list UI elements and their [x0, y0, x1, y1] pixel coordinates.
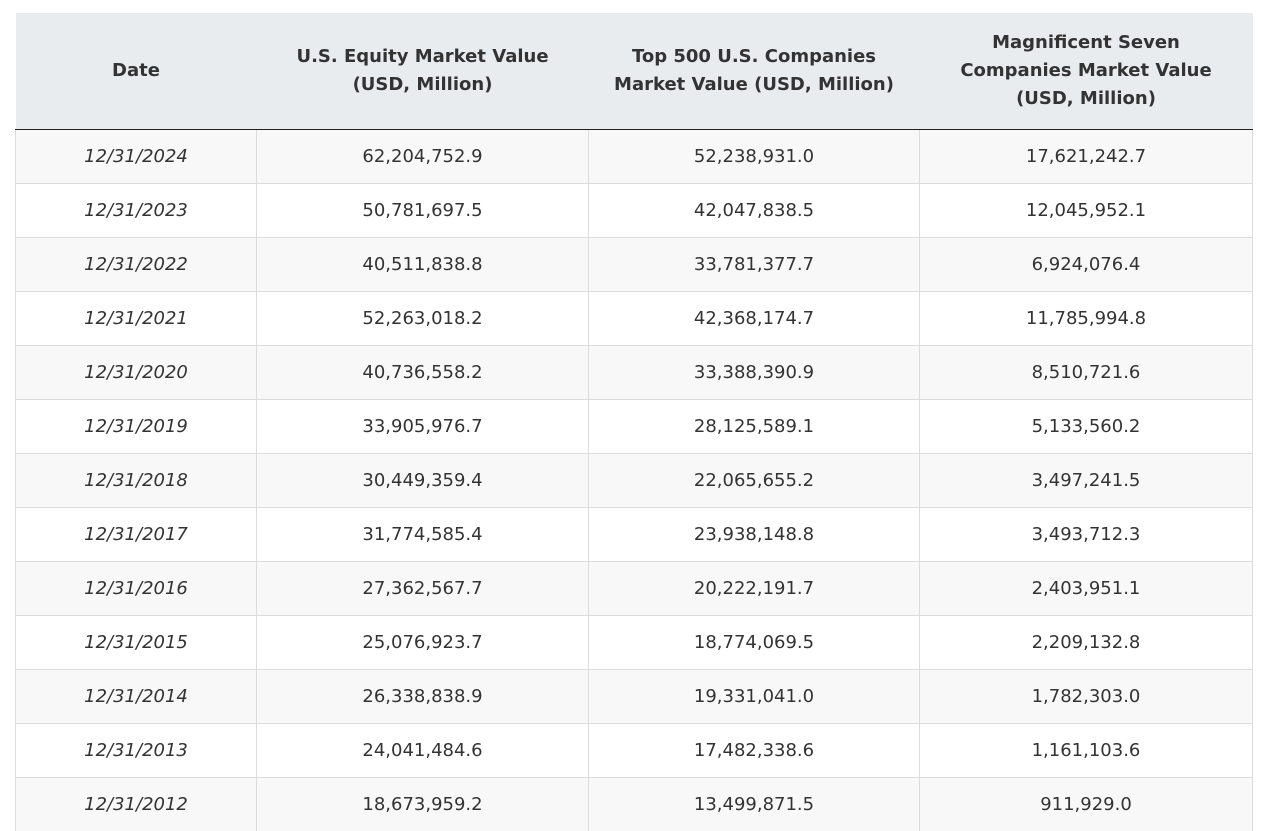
us-equity-market-value-cell: 33,905,976.7 [257, 400, 589, 454]
date-cell: 12/31/2022 [16, 238, 257, 292]
date-cell: 12/31/2016 [16, 562, 257, 616]
top-500-market-value-cell: 13,499,871.5 [589, 778, 920, 831]
us-equity-market-value-cell: 40,736,558.2 [257, 346, 589, 400]
magnificent-seven-market-value-cell: 1,161,103.6 [920, 724, 1253, 778]
magnificent-seven-market-value-cell: 1,782,303.0 [920, 670, 1253, 724]
magnificent-seven-market-value-cell: 6,924,076.4 [920, 238, 1253, 292]
magnificent-seven-market-value-cell: 911,929.0 [920, 778, 1253, 831]
date-cell: 12/31/2021 [16, 292, 257, 346]
top-500-market-value-cell: 28,125,589.1 [589, 400, 920, 454]
date-cell: 12/31/2023 [16, 184, 257, 238]
us-equity-market-value-cell: 27,362,567.7 [257, 562, 589, 616]
us-equity-market-value-cell: 18,673,959.2 [257, 778, 589, 831]
us-equity-market-value-cell: 24,041,484.6 [257, 724, 589, 778]
magnificent-seven-market-value-cell: 3,493,712.3 [920, 508, 1253, 562]
header-row: Date U.S. Equity Market Value (USD, Mill… [16, 13, 1253, 130]
column-header-magnificent-seven-market-value: Magnificent Seven Companies Market Value… [920, 13, 1253, 130]
magnificent-seven-market-value-cell: 17,621,242.7 [920, 130, 1253, 184]
us-equity-market-value-cell: 52,263,018.2 [257, 292, 589, 346]
us-equity-market-value-cell: 31,774,585.4 [257, 508, 589, 562]
us-equity-market-value-cell: 50,781,697.5 [257, 184, 589, 238]
top-500-market-value-cell: 17,482,338.6 [589, 724, 920, 778]
magnificent-seven-market-value-cell: 12,045,952.1 [920, 184, 1253, 238]
date-cell: 12/31/2015 [16, 616, 257, 670]
date-cell: 12/31/2020 [16, 346, 257, 400]
date-cell: 12/31/2024 [16, 130, 257, 184]
top-500-market-value-cell: 42,368,174.7 [589, 292, 920, 346]
top-500-market-value-cell: 19,331,041.0 [589, 670, 920, 724]
date-cell: 12/31/2014 [16, 670, 257, 724]
market-value-table: Date U.S. Equity Market Value (USD, Mill… [15, 13, 1253, 831]
us-equity-market-value-cell: 40,511,838.8 [257, 238, 589, 292]
magnificent-seven-market-value-cell: 5,133,560.2 [920, 400, 1253, 454]
market-value-table-container: Date U.S. Equity Market Value (USD, Mill… [15, 13, 1252, 831]
us-equity-market-value-cell: 30,449,359.4 [257, 454, 589, 508]
magnificent-seven-market-value-cell: 2,209,132.8 [920, 616, 1253, 670]
us-equity-market-value-cell: 62,204,752.9 [257, 130, 589, 184]
magnificent-seven-market-value-cell: 2,403,951.1 [920, 562, 1253, 616]
top-500-market-value-cell: 22,065,655.2 [589, 454, 920, 508]
date-cell: 12/31/2018 [16, 454, 257, 508]
top-500-market-value-cell: 42,047,838.5 [589, 184, 920, 238]
magnificent-seven-market-value-cell: 3,497,241.5 [920, 454, 1253, 508]
column-header-us-equity-market-value: U.S. Equity Market Value (USD, Million) [257, 13, 589, 130]
top-500-market-value-cell: 20,222,191.7 [589, 562, 920, 616]
date-cell: 12/31/2017 [16, 508, 257, 562]
column-header-top-500-market-value: Top 500 U.S. Companies Market Value (USD… [589, 13, 920, 130]
top-500-market-value-cell: 23,938,148.8 [589, 508, 920, 562]
date-cell: 12/31/2013 [16, 724, 257, 778]
date-cell: 12/31/2019 [16, 400, 257, 454]
us-equity-market-value-cell: 26,338,838.9 [257, 670, 589, 724]
top-500-market-value-cell: 33,781,377.7 [589, 238, 920, 292]
table-header: Date U.S. Equity Market Value (USD, Mill… [16, 13, 1253, 130]
magnificent-seven-market-value-cell: 11,785,994.8 [920, 292, 1253, 346]
us-equity-market-value-cell: 25,076,923.7 [257, 616, 589, 670]
top-500-market-value-cell: 52,238,931.0 [589, 130, 920, 184]
date-cell: 12/31/2012 [16, 778, 257, 831]
magnificent-seven-market-value-cell: 8,510,721.6 [920, 346, 1253, 400]
top-500-market-value-cell: 18,774,069.5 [589, 616, 920, 670]
column-header-date: Date [16, 13, 257, 130]
top-500-market-value-cell: 33,388,390.9 [589, 346, 920, 400]
